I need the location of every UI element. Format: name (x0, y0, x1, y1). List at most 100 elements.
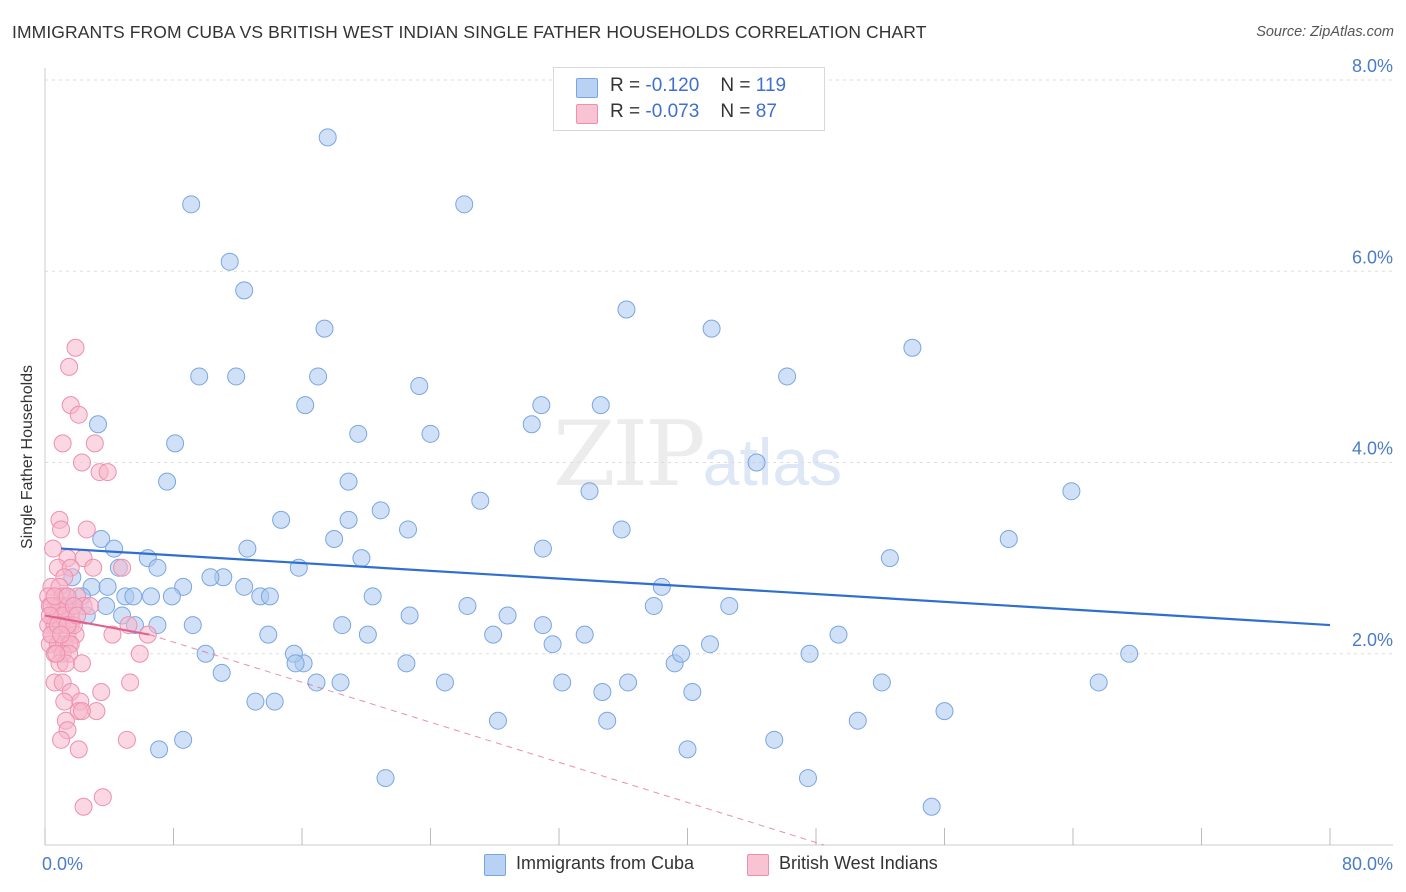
point-cuba (349, 424, 368, 443)
point-cuba (363, 587, 382, 606)
point-bwi (85, 434, 104, 453)
point-cuba (318, 128, 337, 147)
point-cuba (1062, 482, 1081, 501)
point-cuba (174, 730, 193, 749)
point-bwi (113, 558, 132, 577)
point-bwi (130, 644, 149, 663)
point-cuba (333, 616, 352, 635)
trendline-bwi-extension (149, 634, 825, 846)
point-cuba (778, 367, 797, 386)
point-cuba (376, 769, 395, 788)
point-cuba (800, 644, 819, 663)
point-cuba (644, 596, 663, 615)
point-cuba (265, 692, 284, 711)
point-bwi (69, 405, 88, 424)
point-cuba (672, 644, 691, 663)
point-cuba (235, 577, 254, 596)
point-cuba (400, 606, 419, 625)
point-cuba (999, 530, 1018, 548)
point-cuba (903, 338, 922, 357)
point-cuba (166, 434, 185, 453)
point-cuba (339, 510, 358, 529)
point-bwi (72, 453, 91, 472)
point-cuba (848, 711, 867, 730)
point-cuba (201, 568, 220, 587)
r-value: -0.120 (645, 75, 700, 96)
bottom-legend-label-cuba: Immigrants from Cuba (516, 853, 695, 873)
trendline-bwi (44, 614, 150, 636)
point-bwi (72, 654, 91, 673)
point-bwi (44, 539, 63, 558)
point-cuba (410, 377, 429, 395)
point-cuba (872, 673, 891, 692)
point-bwi (84, 558, 103, 577)
legend-swatch-bwi (576, 104, 598, 124)
point-cuba (259, 625, 278, 644)
point-bwi (69, 740, 88, 759)
point-cuba (619, 673, 638, 692)
point-cuba (880, 549, 899, 568)
watermark: ZIPatlas (553, 402, 842, 507)
point-cuba (683, 683, 702, 701)
point-cuba (142, 587, 161, 606)
point-cuba (935, 702, 954, 721)
bottom-legend-swatch-bwi (747, 854, 769, 876)
point-cuba (220, 252, 239, 271)
point-bwi (98, 463, 117, 482)
point-cuba (358, 625, 377, 644)
point-cuba (700, 635, 719, 654)
point-cuba (315, 319, 334, 338)
point-cuba (190, 367, 209, 386)
x-tick-label-max: 80.0% (1342, 854, 1393, 874)
bottom-legend-swatch-cuba (484, 854, 506, 876)
point-cuba (598, 711, 617, 730)
point-cuba (309, 367, 328, 386)
point-cuba (235, 281, 254, 300)
correlation-legend: R = -0.120 N = 119 R = -0.073 N = 87 (553, 67, 825, 131)
legend-stats-cuba: R = -0.120 N = 119 (610, 75, 786, 97)
y-tick-label: 4.0% (1352, 439, 1393, 459)
point-cuba (421, 424, 440, 443)
watermark-zip: ZIP (553, 402, 706, 507)
point-cuba (553, 673, 572, 692)
point-cuba (593, 683, 612, 701)
point-bwi (53, 434, 72, 453)
point-bwi (60, 357, 79, 376)
point-cuba (150, 740, 169, 759)
point-cuba (435, 673, 454, 692)
point-cuba (612, 520, 631, 539)
point-cuba (798, 769, 817, 788)
point-cuba (339, 472, 358, 491)
point-cuba (286, 654, 305, 673)
point-cuba (765, 730, 784, 749)
n-value: 87 (755, 101, 777, 122)
point-cuba (652, 577, 671, 596)
point-cuba (702, 319, 721, 338)
point-cuba (227, 367, 246, 386)
y-tick-label: 6.0% (1352, 247, 1393, 267)
point-cuba (246, 692, 265, 711)
point-cuba (196, 644, 215, 663)
point-cuba (325, 530, 344, 548)
point-cuba (89, 415, 108, 434)
trendline-cuba (60, 547, 1331, 627)
point-bwi (74, 797, 93, 816)
n-value: 119 (755, 75, 787, 96)
y-tick-label: 2.0% (1352, 630, 1393, 650)
point-cuba (1120, 644, 1139, 663)
x-tick-label-min: 0.0% (42, 854, 83, 874)
point-bwi (93, 788, 112, 807)
point-cuba (484, 625, 503, 644)
point-cuba (747, 453, 766, 472)
point-cuba (498, 606, 517, 625)
point-cuba (399, 520, 418, 539)
legend-stats-bwi: R = -0.073 N = 87 (610, 101, 777, 123)
point-cuba (488, 711, 507, 730)
point-cuba (238, 539, 257, 558)
point-cuba (580, 482, 599, 501)
source-label: Source: ZipAtlas.com (1256, 24, 1394, 40)
point-cuba (617, 300, 636, 319)
point-cuba (678, 740, 697, 759)
point-cuba (182, 195, 201, 214)
